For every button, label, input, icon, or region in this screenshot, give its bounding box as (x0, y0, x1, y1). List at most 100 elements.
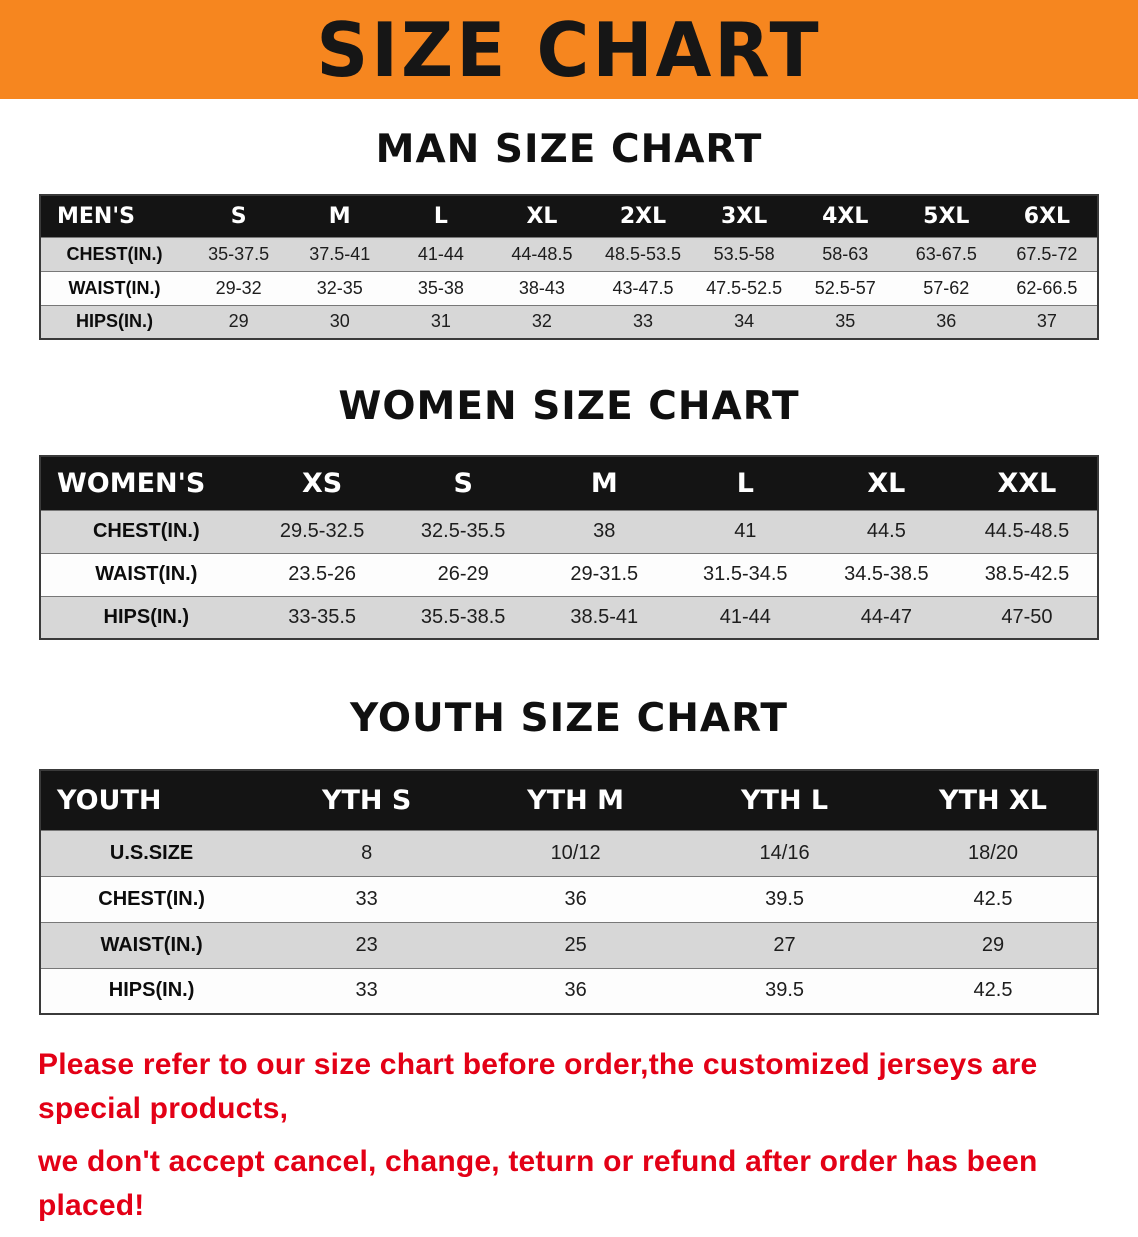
table-row: WAIST(IN.) 23 25 27 29 (40, 922, 1098, 968)
row-label-cell: CHEST(IN.) (66, 243, 163, 264)
women-size-chart-section: WOMEN SIZE CHART WOMEN'S XS S M L XL XXL CHEST(… (0, 384, 1138, 640)
table-header-row: YOUTH YTH S YTH M YTH L YTH XL (40, 770, 1098, 830)
value-cell: 33 (633, 311, 654, 332)
women-size-table: WOMEN'S XS S M L XL XXL CHEST(IN.) 29.5-32.5 32.5… (39, 455, 1099, 640)
value-cell: 36 (564, 887, 587, 910)
value-cell: 31 (430, 311, 451, 332)
table-title-cell: YOUTH (40, 770, 263, 830)
table-row: CHEST(IN.) 29.5-32.5 32.5-35.5 38 41 44.5 44.5… (40, 510, 1098, 553)
size-header-cell: YTH S (262, 770, 472, 830)
value-cell: 41-44 (417, 243, 464, 264)
disclaimer: Please refer to our size chart before or… (0, 1043, 1138, 1227)
value-cell: 25 (564, 933, 587, 956)
value-cell: 8 (361, 841, 373, 864)
value-cell: 67.5-72 (1016, 243, 1078, 264)
table-header-row: MEN'S S M L XL 2XL 3XL 4XL 5XL 6XL (40, 195, 1098, 237)
row-label-cell: WAIST(IN.) (100, 933, 203, 956)
size-header-cell: S (392, 456, 534, 510)
value-cell: 38-43 (518, 277, 565, 298)
value-cell: 39.5 (765, 979, 805, 1002)
value-cell: 53.5-58 (713, 243, 775, 264)
size-header-cell: 5XL (895, 195, 997, 237)
value-cell: 38 (593, 520, 616, 542)
value-cell: 39.5 (765, 887, 805, 910)
value-cell: 29 (981, 933, 1005, 956)
banner: SIZE CHART (0, 0, 1138, 99)
size-header-cell: XXL (956, 456, 1098, 510)
table-row: WAIST(IN.) 29-32 32-35 35-38 38-43 43-47.5 47.… (40, 271, 1098, 305)
value-cell: 10/12 (550, 841, 601, 864)
value-cell: 29-31.5 (570, 563, 639, 585)
value-cell: 33 (355, 979, 378, 1002)
size-header-cell: M (289, 195, 391, 237)
row-label-cell: WAIST(IN.) (95, 563, 198, 585)
value-cell: 44.5 (866, 520, 906, 542)
value-cell: 35-38 (417, 277, 464, 298)
value-cell: 57-62 (923, 277, 970, 298)
value-cell: 37.5-41 (309, 243, 371, 264)
value-cell: 35 (835, 311, 856, 332)
value-cell: 35.5-38.5 (420, 605, 506, 628)
table-title-cell: MEN'S (40, 195, 189, 237)
disclaimer-line-1: Please refer to our size chart before or… (38, 1048, 1038, 1125)
size-header-cell: XL (491, 195, 593, 237)
value-cell: 52.5-57 (814, 277, 876, 298)
size-header-cell: M (533, 456, 675, 510)
size-header-cell: L (674, 456, 816, 510)
table-row: HIPS(IN.) 33-35.5 35.5-38.5 38.5-41 41-44 44-… (40, 596, 1098, 639)
value-cell: 41-44 (719, 605, 771, 628)
size-header-cell: 6XL (996, 195, 1098, 237)
value-cell: 38.5-42.5 (984, 563, 1070, 585)
value-cell: 42.5 (973, 887, 1013, 910)
size-header-cell: YTH L (680, 770, 890, 830)
table-row: HIPS(IN.) 29 30 31 32 33 34 35 36 37 (40, 305, 1098, 339)
women-size-chart-heading: WOMEN SIZE CHART (338, 384, 800, 429)
value-cell: 58-63 (822, 243, 869, 264)
value-cell: 29 (228, 311, 249, 332)
row-label-cell: HIPS(IN.) (108, 979, 195, 1002)
value-cell: 42.5 (973, 979, 1013, 1002)
man-size-chart-section: MAN SIZE CHART MEN'S S M L XL 2XL 3XL 4XL 5XL 6XL… (0, 127, 1138, 340)
value-cell: 44-48.5 (511, 243, 573, 264)
value-cell: 29-32 (215, 277, 262, 298)
size-header-cell: YTH XL (889, 770, 1098, 830)
value-cell: 63-67.5 (915, 243, 977, 264)
value-cell: 62-66.5 (1016, 277, 1078, 298)
page-title: SIZE CHART (316, 5, 822, 94)
value-cell: 47-50 (1001, 605, 1053, 628)
value-cell: 38.5-41 (570, 605, 639, 628)
value-cell: 35-37.5 (208, 243, 270, 264)
value-cell: 44.5-48.5 (984, 520, 1070, 542)
row-label-cell: CHEST(IN.) (98, 887, 205, 910)
value-cell: 47.5-52.5 (706, 277, 783, 298)
value-cell: 43-47.5 (612, 277, 674, 298)
value-cell: 32-35 (316, 277, 363, 298)
value-cell: 34.5-38.5 (844, 563, 929, 585)
value-cell: 48.5-53.5 (605, 243, 682, 264)
value-cell: 36 (936, 311, 957, 332)
row-label-cell: U.S.SIZE (109, 841, 194, 864)
table-row: HIPS(IN.) 33 36 39.5 42.5 (40, 968, 1098, 1014)
size-header-cell: 4XL (794, 195, 896, 237)
table-row: U.S.SIZE 8 10/12 14/16 18/20 (40, 830, 1098, 876)
table-title-cell: WOMEN'S (40, 456, 252, 510)
value-cell: 44-47 (860, 605, 912, 628)
value-cell: 14/16 (759, 841, 810, 864)
value-cell: 23 (355, 933, 378, 956)
value-cell: 33-35.5 (288, 605, 357, 628)
size-header-cell: S (188, 195, 290, 237)
value-cell: 32 (531, 311, 552, 332)
youth-size-chart-heading: YOUTH SIZE CHART (350, 696, 788, 741)
value-cell: 32.5-35.5 (420, 520, 506, 542)
youth-size-chart-section: YOUTH SIZE CHART YOUTH YTH S YTH M YTH L YTH… (0, 696, 1138, 1015)
value-cell: 27 (773, 933, 796, 956)
row-label-cell: HIPS(IN.) (103, 605, 190, 628)
table-row: CHEST(IN.) 33 36 39.5 42.5 (40, 876, 1098, 922)
value-cell: 18/20 (967, 841, 1019, 864)
row-label-cell: CHEST(IN.) (92, 520, 200, 542)
value-cell: 34 (734, 311, 755, 332)
table-header-row: WOMEN'S XS S M L XL XXL (40, 456, 1098, 510)
value-cell: 26-29 (437, 563, 489, 585)
value-cell: 31.5-34.5 (703, 563, 788, 585)
